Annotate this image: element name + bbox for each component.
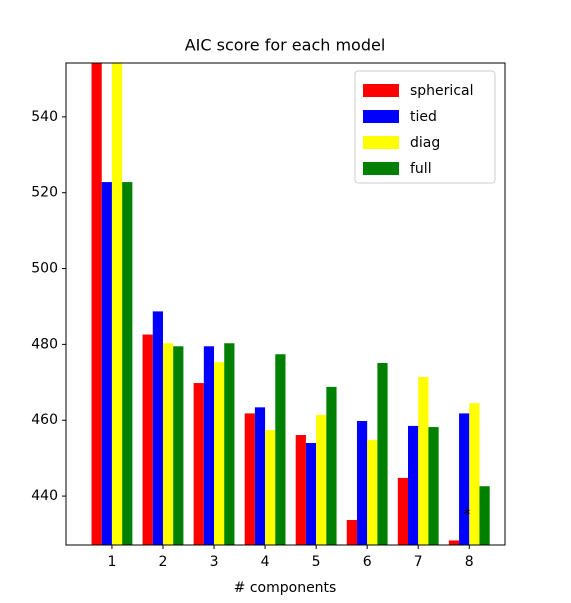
plot-area xyxy=(91,63,490,545)
bar xyxy=(142,334,153,545)
bar xyxy=(356,420,368,545)
x-tick-label: 4 xyxy=(261,554,270,570)
bar xyxy=(244,413,255,545)
x-tick-label: 6 xyxy=(363,554,372,570)
bar xyxy=(275,354,286,545)
chart-title: AIC score for each model xyxy=(185,36,386,55)
bar xyxy=(91,63,102,545)
bar xyxy=(448,540,460,545)
y-tick-label: 440 xyxy=(31,488,58,504)
bar xyxy=(346,519,357,545)
bar xyxy=(193,383,204,545)
bar xyxy=(295,435,306,545)
bar xyxy=(224,343,235,545)
bar xyxy=(214,362,225,545)
x-tick-label: 5 xyxy=(312,554,321,570)
legend-swatch xyxy=(363,136,399,149)
bar xyxy=(418,377,429,545)
y-tick-label: 520 xyxy=(31,185,58,201)
x-axis-label: # components xyxy=(234,580,337,596)
bar xyxy=(162,343,174,545)
bar xyxy=(326,386,337,545)
bar xyxy=(254,407,266,545)
legend-box xyxy=(354,70,496,184)
bar xyxy=(152,311,163,545)
bar xyxy=(101,182,112,545)
annotation: * xyxy=(463,507,470,523)
bar xyxy=(111,63,123,545)
x-tick-label: 8 xyxy=(465,554,474,570)
y-tick-label: 500 xyxy=(31,261,58,277)
bar xyxy=(316,414,327,545)
bar xyxy=(203,346,215,545)
bar xyxy=(122,182,133,545)
y-tick-label: 460 xyxy=(31,412,58,428)
bar xyxy=(305,442,317,545)
bar xyxy=(479,486,490,545)
x-tick-label: 3 xyxy=(210,554,219,570)
bar xyxy=(173,346,184,545)
legend-label: diag xyxy=(410,135,440,151)
legend-label: full xyxy=(410,161,432,177)
bar xyxy=(459,413,470,545)
bar xyxy=(367,439,378,545)
x-tick-label: 7 xyxy=(414,554,423,570)
bar xyxy=(469,403,480,545)
x-tick-label: 2 xyxy=(159,554,168,570)
legend-swatch xyxy=(363,110,399,123)
bar xyxy=(397,477,409,545)
bar xyxy=(265,430,276,545)
x-tick-label: 1 xyxy=(107,554,116,570)
axes-frame xyxy=(65,62,506,546)
y-tick-label: 480 xyxy=(31,336,58,352)
y-tick-label: 540 xyxy=(31,109,58,125)
legend-swatch xyxy=(363,84,399,97)
bar xyxy=(408,425,419,545)
bar xyxy=(377,362,388,545)
bar xyxy=(428,427,439,545)
legend-swatch xyxy=(363,162,399,175)
legend-label: spherical xyxy=(410,83,473,99)
legend-label: tied xyxy=(410,109,437,125)
